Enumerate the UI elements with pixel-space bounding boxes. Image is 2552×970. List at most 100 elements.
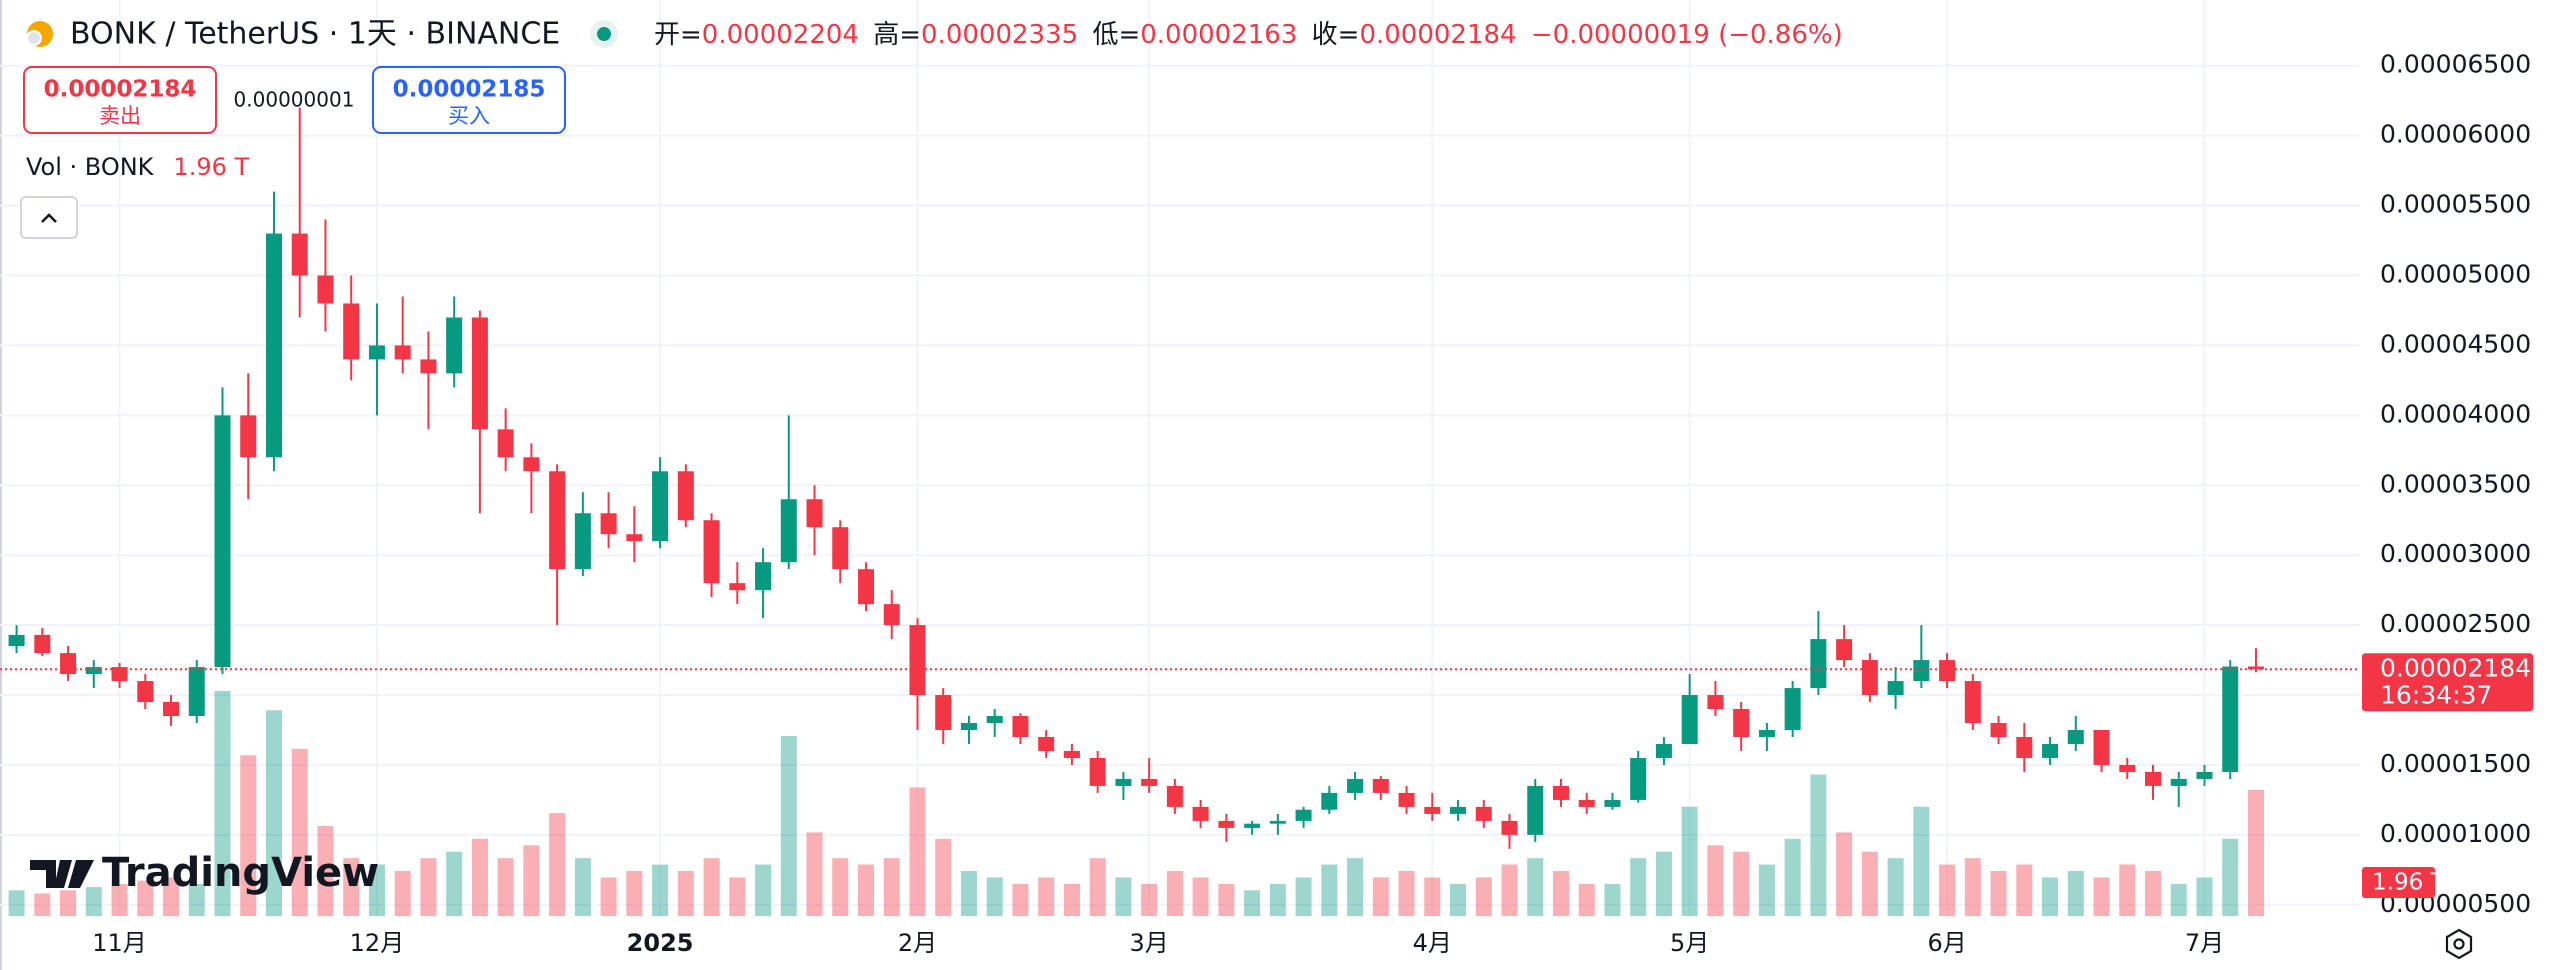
candle-body	[1038, 736, 1055, 751]
candle-body	[137, 681, 154, 703]
volume-bar	[1990, 871, 2007, 916]
volume-bar	[626, 871, 643, 916]
close-value: 0.00002184	[1359, 20, 1516, 50]
buy-button[interactable]: 0.00002185 买入	[372, 66, 566, 134]
volume-bar	[111, 883, 128, 916]
candle-body	[1552, 785, 1569, 800]
buy-box[interactable]	[372, 66, 566, 134]
candle-body	[1166, 785, 1183, 807]
volume-value: 1.96 T	[173, 153, 249, 181]
buy-label[interactable]: 买入	[448, 104, 490, 128]
open-label: 开=	[654, 20, 702, 50]
x-tick-label: 12月	[350, 929, 405, 957]
volume-bar	[471, 838, 488, 916]
volume-bar	[909, 787, 926, 916]
candle-body	[497, 429, 514, 458]
volume-value-label: 1.96 T	[2372, 870, 2446, 896]
volume-bar	[60, 890, 77, 916]
y-tick-label: 0.00003500	[2380, 469, 2531, 498]
volume-bar	[265, 710, 282, 916]
volume-bar	[1887, 858, 1904, 916]
volume-pane	[8, 691, 2264, 916]
buy-price[interactable]: 0.00002185	[393, 77, 546, 103]
volume-bar	[652, 864, 669, 916]
candle-body	[2145, 771, 2161, 786]
low-label: 低=	[1092, 20, 1140, 50]
candle-body	[1347, 778, 1364, 793]
x-tick-label: 2月	[898, 929, 937, 957]
candle-body	[1990, 723, 2007, 737]
sell-price[interactable]: 0.00002184	[44, 77, 197, 103]
candle-body	[2170, 778, 2187, 786]
candle-body	[2093, 730, 2110, 765]
candle-body	[2247, 666, 2264, 670]
sell-label[interactable]: 卖出	[99, 104, 141, 128]
settings-hex[interactable]	[2445, 928, 2473, 960]
candle-body	[909, 625, 926, 696]
volume-bar	[574, 858, 591, 916]
candle-body	[60, 653, 77, 675]
volume-bar	[2170, 883, 2187, 916]
volume-bar	[1913, 806, 1930, 916]
candle-body	[163, 702, 180, 717]
volume-bar	[806, 832, 823, 916]
volume-bar	[2196, 877, 2213, 916]
volume-bar	[446, 851, 463, 916]
volume-bar	[1063, 883, 1080, 916]
sell-box[interactable]	[23, 66, 217, 134]
volume-bar	[1398, 871, 1415, 916]
volume-bar	[2119, 864, 2136, 916]
candle-body	[1913, 660, 1930, 682]
volume-bar	[755, 864, 772, 916]
volume-bar	[240, 755, 257, 916]
candle-body	[2042, 743, 2059, 758]
settings-dot[interactable]	[2453, 938, 2465, 950]
volume-bar	[832, 858, 849, 916]
open-value: 0.00002204	[702, 20, 859, 50]
candle-body	[1192, 806, 1209, 821]
sell-button[interactable]: 0.00002184 卖出	[23, 66, 217, 134]
candle-body	[1424, 806, 1441, 814]
volume-bar	[2222, 838, 2239, 916]
candle-body	[394, 345, 411, 360]
candles	[8, 107, 2264, 849]
candle-body	[214, 415, 231, 668]
volume-bar	[1038, 877, 1055, 916]
volume-bar	[1372, 877, 1389, 916]
candle-body	[2067, 730, 2084, 744]
candle-body	[986, 716, 1003, 724]
volume-bar	[1192, 877, 1209, 916]
x-tick-label: 7月	[2185, 929, 2224, 957]
x-tick-label: 6月	[1927, 929, 1966, 957]
candle-body	[1372, 778, 1389, 793]
settings-button[interactable]	[2445, 928, 2473, 960]
candle-body	[1578, 799, 1595, 807]
candle-body	[446, 317, 463, 374]
candle-body	[549, 471, 566, 570]
volume-bar	[858, 864, 874, 916]
volume-legend: Vol · BONK 1.96 T	[26, 153, 249, 181]
volume-bar	[1784, 838, 1801, 916]
volume-bar	[1450, 883, 1467, 916]
volume-bar	[523, 845, 540, 916]
volume-bar	[1141, 883, 1158, 916]
volume-bar	[85, 887, 102, 916]
candle-body	[1784, 688, 1801, 731]
volume-bar	[1347, 858, 1364, 916]
collapse-button[interactable]	[20, 196, 78, 239]
candle-body	[1733, 709, 1750, 737]
volume-bar	[2145, 871, 2161, 916]
y-tick-label: 0.00004500	[2380, 329, 2531, 358]
volume-bar	[1244, 890, 1261, 916]
volume-bar	[1321, 864, 1338, 916]
x-tick-label: 5月	[1670, 929, 1709, 957]
volume-bar	[420, 858, 437, 916]
volume-bar	[1707, 845, 1724, 916]
volume-bar	[1527, 858, 1544, 916]
collapse-icon[interactable]	[41, 213, 57, 223]
high-label: 高=	[873, 20, 921, 50]
candle-body	[935, 695, 952, 731]
collapse-box[interactable]	[20, 196, 78, 239]
status-dot	[597, 27, 611, 41]
volume-bar	[2016, 864, 2033, 916]
